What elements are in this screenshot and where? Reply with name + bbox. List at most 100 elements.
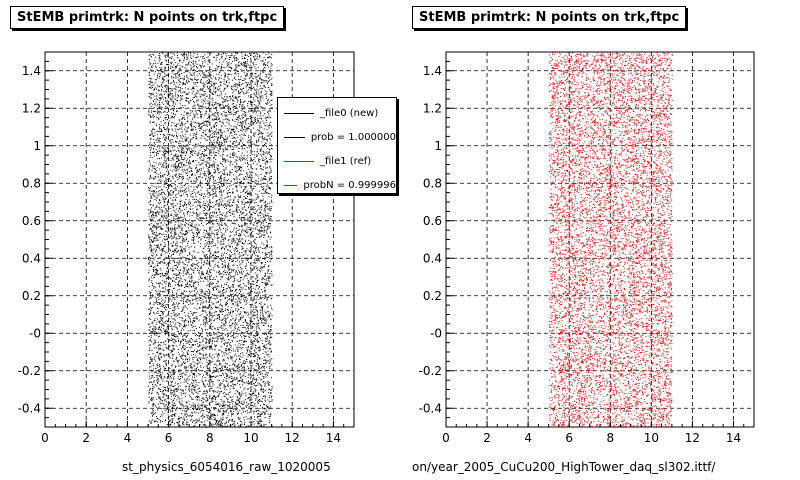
scatter-point bbox=[216, 371, 218, 372]
scatter-point bbox=[193, 351, 195, 353]
scatter-point bbox=[200, 117, 202, 119]
scatter-point bbox=[224, 377, 226, 378]
scatter-point bbox=[230, 300, 232, 302]
scatter-point bbox=[151, 231, 153, 233]
scatter-point bbox=[160, 93, 162, 95]
scatter-point bbox=[250, 262, 251, 264]
scatter-point bbox=[232, 290, 233, 291]
scatter-point bbox=[235, 163, 237, 165]
scatter-point bbox=[166, 158, 168, 160]
scatter-point bbox=[175, 250, 177, 252]
scatter-point bbox=[206, 317, 207, 319]
scatter-point bbox=[229, 174, 231, 176]
scatter-point bbox=[232, 183, 234, 185]
scatter-point bbox=[260, 60, 262, 62]
scatter-point bbox=[204, 154, 206, 156]
scatter-point bbox=[184, 83, 186, 85]
scatter-point bbox=[172, 80, 174, 82]
scatter-point bbox=[227, 195, 229, 197]
scatter-point bbox=[217, 53, 219, 55]
scatter-point bbox=[162, 224, 164, 226]
scatter-point bbox=[229, 352, 231, 353]
scatter-point bbox=[193, 233, 195, 235]
scatter-point bbox=[203, 149, 205, 151]
scatter-point bbox=[160, 347, 162, 349]
scatter-point bbox=[203, 203, 205, 205]
scatter-point bbox=[182, 82, 184, 84]
scatter-point bbox=[201, 220, 203, 222]
scatter-point bbox=[213, 369, 215, 371]
scatter-point bbox=[168, 385, 170, 387]
scatter-point bbox=[225, 303, 227, 305]
scatter-point bbox=[220, 77, 222, 79]
scatter-point bbox=[224, 237, 226, 239]
scatter-point bbox=[215, 59, 217, 61]
scatter-point bbox=[178, 359, 180, 361]
scatter-point bbox=[238, 147, 240, 149]
scatter-point bbox=[170, 374, 172, 376]
scatter-point bbox=[234, 54, 236, 56]
scatter-point bbox=[269, 252, 270, 254]
scatter-point bbox=[260, 305, 262, 307]
scatter-point bbox=[239, 284, 241, 286]
scatter-point bbox=[197, 335, 199, 336]
scatter-point bbox=[270, 100, 272, 101]
scatter-point bbox=[208, 222, 209, 224]
scatter-point bbox=[149, 116, 151, 118]
scatter-point bbox=[257, 356, 259, 358]
scatter-point bbox=[253, 240, 254, 242]
scatter-point bbox=[181, 390, 183, 392]
scatter-point bbox=[197, 170, 199, 172]
scatter-point bbox=[191, 78, 193, 80]
scatter-point bbox=[199, 194, 201, 195]
scatter-point bbox=[219, 214, 221, 215]
scatter-point bbox=[175, 314, 177, 316]
scatter-point bbox=[229, 272, 231, 274]
scatter-point bbox=[240, 129, 242, 131]
scatter-point bbox=[226, 349, 228, 351]
scatter-point bbox=[254, 410, 256, 412]
scatter-point bbox=[186, 100, 188, 102]
scatter-point bbox=[150, 420, 152, 422]
scatter-point bbox=[187, 78, 189, 80]
scatter-point bbox=[170, 321, 172, 323]
scatter-point bbox=[175, 141, 177, 143]
scatter-point bbox=[243, 373, 245, 375]
scatter-point bbox=[201, 82, 203, 84]
scatter-point bbox=[227, 265, 228, 267]
scatter-point bbox=[228, 82, 230, 84]
scatter-point bbox=[202, 355, 204, 357]
scatter-point bbox=[155, 226, 157, 228]
scatter-point bbox=[257, 214, 258, 216]
scatter-point bbox=[211, 175, 213, 176]
scatter-point bbox=[221, 107, 223, 109]
scatter-point bbox=[234, 280, 236, 282]
scatter-point bbox=[187, 312, 189, 314]
scatter-point bbox=[246, 401, 248, 403]
scatter-point bbox=[233, 350, 235, 352]
scatter-point bbox=[225, 366, 227, 368]
scatter-point bbox=[224, 114, 226, 116]
scatter-point bbox=[178, 224, 180, 226]
scatter-point bbox=[156, 139, 158, 141]
scatter-point bbox=[245, 112, 247, 113]
scatter-point bbox=[168, 339, 170, 341]
scatter-point bbox=[242, 308, 244, 310]
scatter-point bbox=[269, 314, 271, 316]
scatter-point bbox=[171, 100, 173, 102]
scatter-point bbox=[214, 187, 216, 188]
scatter-point bbox=[208, 359, 210, 361]
scatter-point bbox=[182, 83, 184, 85]
scatter-point bbox=[241, 225, 242, 227]
scatter-point bbox=[241, 52, 243, 54]
scatter-point bbox=[211, 348, 213, 350]
scatter-point bbox=[200, 348, 202, 350]
scatter-point bbox=[258, 92, 260, 94]
scatter-point bbox=[225, 380, 227, 382]
scatter-point bbox=[183, 296, 185, 298]
scatter-point bbox=[172, 105, 174, 107]
scatter-point bbox=[148, 80, 150, 82]
scatter-point bbox=[192, 98, 194, 100]
scatter-point bbox=[196, 351, 198, 353]
scatter-point bbox=[216, 297, 218, 299]
